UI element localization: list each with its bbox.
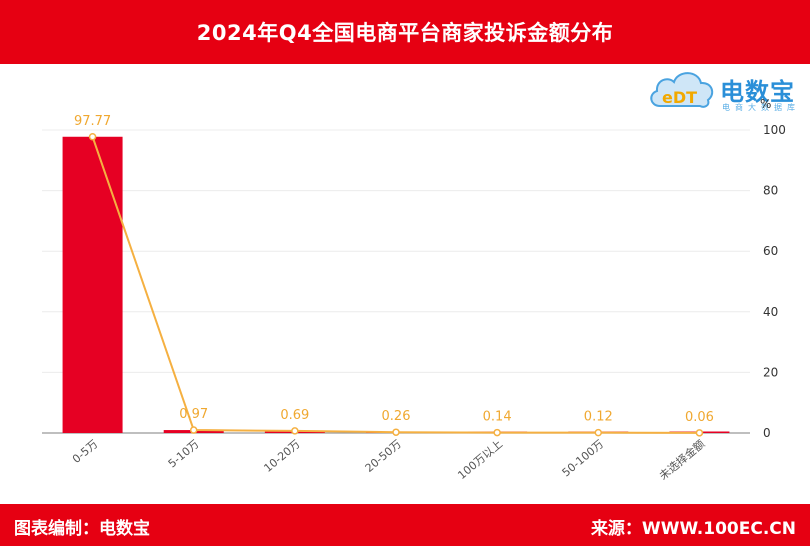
data-label-4: 0.14 xyxy=(483,410,512,425)
data-label-1: 0.97 xyxy=(179,407,208,422)
bar-0 xyxy=(62,136,123,433)
footer-source: 来源：WWW.100EC.CN xyxy=(590,519,796,539)
logo-text: 电数宝 xyxy=(720,78,795,106)
line-point-5 xyxy=(594,428,603,437)
x-tick-label-6: 未选择金额 xyxy=(656,437,707,483)
y-tick-label-2: 40 xyxy=(763,305,778,319)
line-point-1 xyxy=(189,426,198,434)
x-tick-label-5: 50-100万 xyxy=(560,437,607,479)
data-label-2: 0.69 xyxy=(280,408,309,423)
y-tick-label-3: 60 xyxy=(763,244,778,258)
data-label-3: 0.26 xyxy=(382,409,411,424)
x-tick-label-1: 5-10万 xyxy=(166,437,202,470)
line-point-2 xyxy=(291,427,299,435)
logo-subtitle: 电商大数据库 xyxy=(722,103,800,112)
x-tick-label-3: 20-50万 xyxy=(363,437,404,475)
series-line xyxy=(91,136,700,434)
logo-mark: eDT xyxy=(662,88,697,107)
y-tick-label-0: 0 xyxy=(763,426,771,440)
brand-logo: eDT 电数宝 电商大数据库 xyxy=(648,66,808,118)
line-point-3 xyxy=(392,428,400,436)
y-axis-unit: % xyxy=(760,97,772,111)
y-tick-label-1: 20 xyxy=(763,365,778,379)
line-point-6 xyxy=(695,429,704,437)
line-point-0 xyxy=(88,133,97,141)
data-label-0: 97.77 xyxy=(74,114,111,129)
x-tick-label-2: 10-20万 xyxy=(262,437,303,475)
bar-line-chart: 0 20 40 60 80 100 0-5万 5-10万 10-20万 20-50万 100万以上 5… xyxy=(42,114,786,483)
footer-compiler: 图表编制：电数宝 xyxy=(14,519,150,539)
x-tick-label-0: 0-5万 xyxy=(70,437,101,466)
cloud-logo-icon: eDT xyxy=(650,72,714,108)
line-point-4 xyxy=(493,428,501,437)
footer-bar: 图表编制：电数宝 来源：WWW.100EC.CN xyxy=(0,504,810,546)
y-tick-label-4: 80 xyxy=(763,184,778,198)
y-tick-label-5: 100 xyxy=(763,123,786,137)
chart-title: 2024年Q4全国电商平台商家投诉金额分布 xyxy=(0,0,810,64)
data-label-5: 0.12 xyxy=(584,410,613,425)
x-tick-label-4: 100万以上 xyxy=(455,437,505,482)
data-label-6: 0.06 xyxy=(685,410,714,425)
